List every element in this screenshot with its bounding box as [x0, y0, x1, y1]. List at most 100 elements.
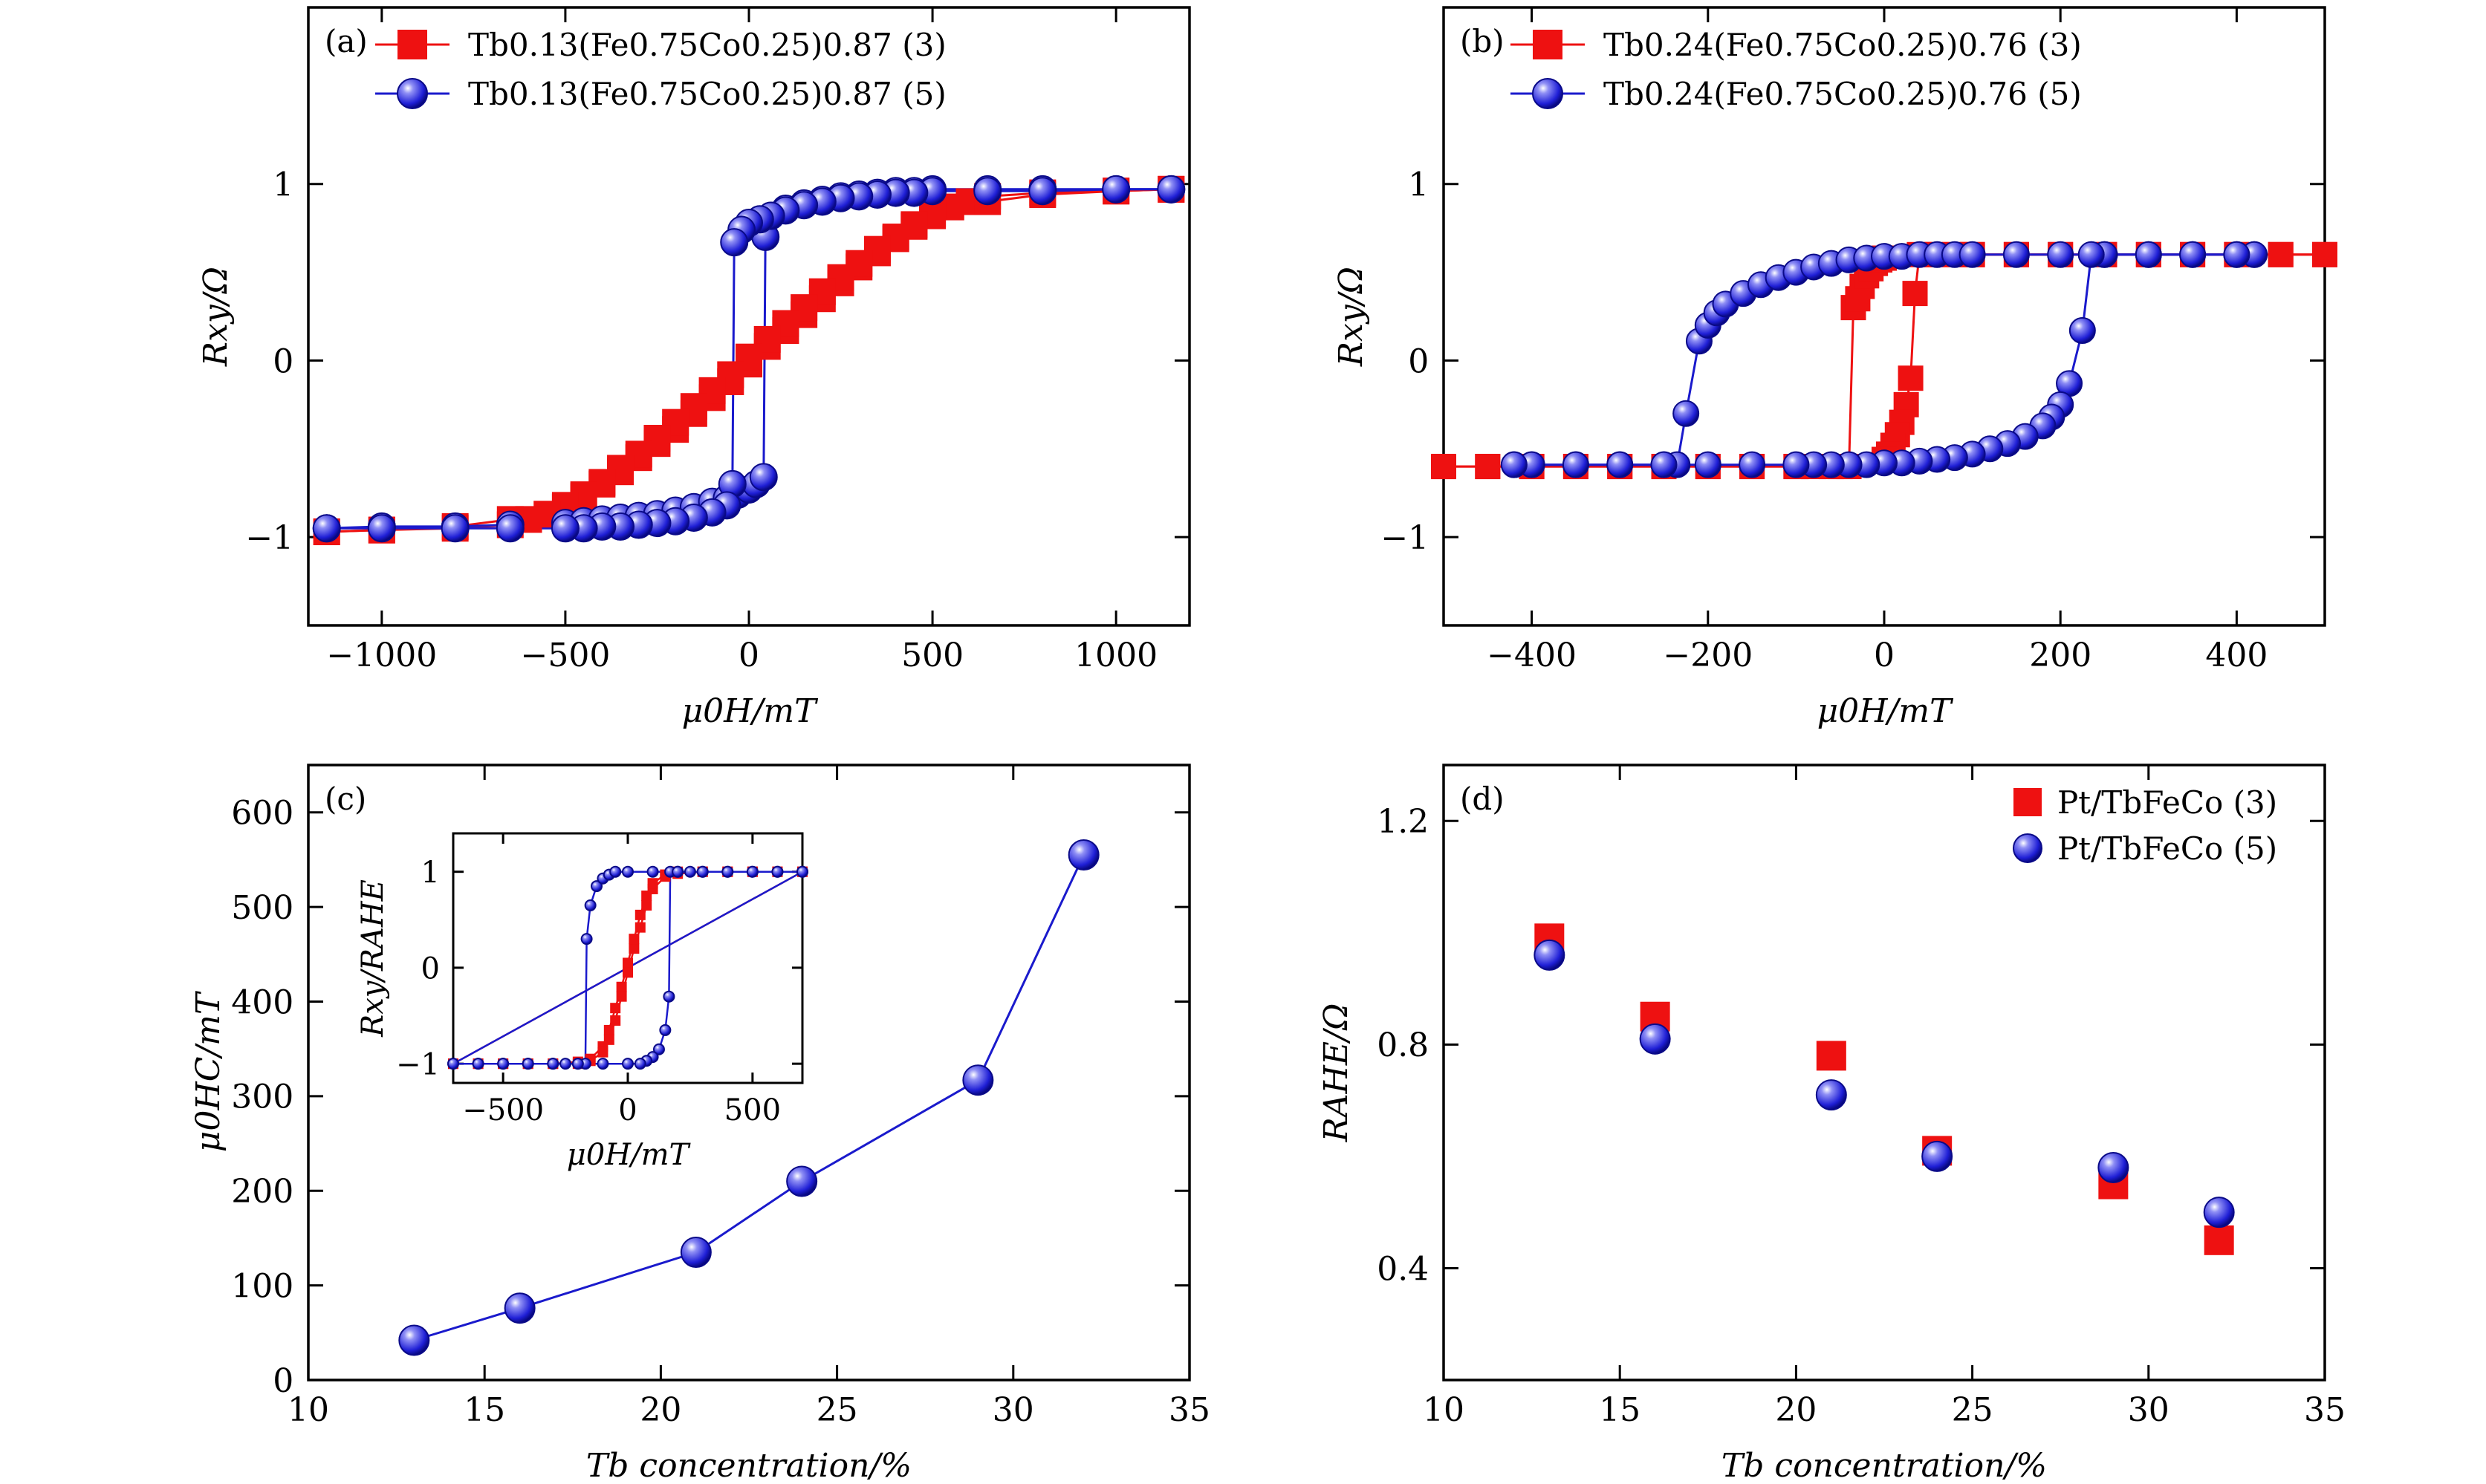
x-tick-label: 0: [1874, 637, 1895, 674]
inset-point: [584, 899, 597, 911]
inset-point: [597, 1047, 608, 1058]
x-tick-label: −500: [462, 1093, 544, 1127]
legend-label: Pt/TbFeCo (5): [2057, 830, 2277, 867]
data-point: [1782, 451, 1810, 478]
x-tick-label: 400: [2205, 637, 2268, 674]
inset-point: [647, 878, 658, 889]
x-tick-label: 20: [1775, 1391, 1817, 1429]
data-point: [312, 514, 341, 543]
plot-frame: [1442, 764, 2326, 1382]
inset-point: [571, 1058, 584, 1070]
x-tick-label: 200: [2029, 637, 2091, 674]
x-tick-label: 500: [901, 637, 964, 674]
data-point: [551, 514, 580, 543]
inset-point: [635, 922, 646, 933]
x-tick-label: 15: [1599, 1391, 1640, 1429]
inset-point: [721, 865, 734, 878]
inset-point: [646, 865, 659, 878]
y-tick-label: 1: [273, 166, 293, 204]
data-point: [1475, 454, 1501, 480]
inset-point: [641, 891, 652, 901]
panel-label: (c): [325, 781, 366, 817]
y-tick-label: −1: [396, 1048, 440, 1082]
x-tick-label: 10: [1423, 1391, 1464, 1429]
inset-point: [641, 899, 652, 911]
y-axis-label: Rxy/Ω: [1332, 267, 1370, 367]
inset-point: [746, 865, 759, 878]
x-axis-label: Tb concentration/%: [586, 1447, 912, 1484]
y-tick-label: 200: [231, 1173, 293, 1211]
legend-marker: [1532, 78, 1563, 109]
legend-marker: [1533, 30, 1562, 59]
x-tick-label: 0: [618, 1093, 637, 1127]
inset-point: [623, 967, 633, 978]
inset-point: [663, 990, 675, 1003]
data-point: [2077, 241, 2105, 268]
inset-point: [603, 1034, 614, 1045]
x-tick-label: 25: [1952, 1391, 1993, 1429]
data-point: [441, 514, 470, 543]
inset-point: [771, 865, 784, 878]
inset-point: [622, 865, 634, 878]
inset-point: [684, 865, 696, 878]
data-point: [749, 463, 778, 492]
data-point: [1921, 1140, 1953, 1172]
inset-point: [547, 1058, 559, 1070]
data-point: [2204, 1225, 2234, 1255]
x-axis-label: Tb concentration/%: [1721, 1447, 2047, 1484]
data-point: [1157, 175, 1186, 204]
data-point: [2268, 241, 2294, 267]
inset-point: [672, 865, 684, 878]
data-point: [2223, 241, 2250, 268]
data-point: [1500, 451, 1528, 478]
panel-label: (d): [1460, 781, 1505, 817]
y-tick-label: 0: [273, 342, 293, 380]
x-tick-label: 30: [2128, 1391, 2169, 1429]
data-point: [1739, 451, 1766, 478]
inset-point: [616, 991, 627, 1002]
data-point: [680, 1237, 712, 1269]
legend-marker: [397, 30, 427, 59]
data-point: [1606, 451, 1634, 478]
data-point: [2135, 241, 2162, 268]
data-point: [786, 1165, 818, 1197]
y-tick-label: 1: [1408, 166, 1429, 204]
data-point: [2002, 241, 2030, 268]
y-axis-label: μ0HC/mT: [189, 990, 227, 1152]
inset-point: [622, 1058, 634, 1070]
x-tick-label: 35: [1169, 1391, 1210, 1429]
inset-point: [580, 933, 593, 946]
x-tick-label: 35: [2304, 1391, 2346, 1429]
legend-label: Tb0.24(Fe0.75Co0.25)0.76 (5): [1603, 76, 2082, 112]
inset-point: [629, 934, 640, 945]
series-line: [413, 854, 1085, 1341]
data-point: [1898, 365, 1924, 391]
y-tick-label: −1: [1380, 519, 1429, 557]
x-tick-label: −400: [1487, 637, 1577, 674]
inset-point: [629, 943, 640, 954]
inset-point: [623, 957, 633, 969]
x-axis-label: μ0H/mT: [1817, 692, 1955, 730]
inset-point: [659, 1023, 672, 1036]
data-point: [2179, 241, 2207, 268]
inset-point: [796, 865, 808, 878]
data-point: [1672, 400, 1700, 427]
data-point: [1816, 1041, 1846, 1071]
x-tick-label: 10: [288, 1391, 329, 1429]
y-tick-label: 500: [231, 889, 293, 927]
x-tick-label: −500: [520, 637, 610, 674]
y-tick-label: 400: [231, 983, 293, 1021]
x-tick-label: 1000: [1074, 637, 1158, 674]
data-point: [2203, 1197, 2235, 1228]
y-axis-label: RAHE/Ω: [1317, 1003, 1355, 1143]
x-tick-label: 500: [724, 1093, 781, 1127]
data-point: [2047, 241, 2074, 268]
data-point: [1562, 451, 1589, 478]
y-tick-label: 1.2: [1377, 803, 1429, 841]
data-point: [1694, 451, 1721, 478]
y-tick-label: 0.8: [1377, 1026, 1429, 1064]
x-tick-label: 30: [993, 1391, 1034, 1429]
data-point: [1534, 939, 1565, 971]
y-axis-label: Rxy/Ω: [197, 267, 235, 367]
